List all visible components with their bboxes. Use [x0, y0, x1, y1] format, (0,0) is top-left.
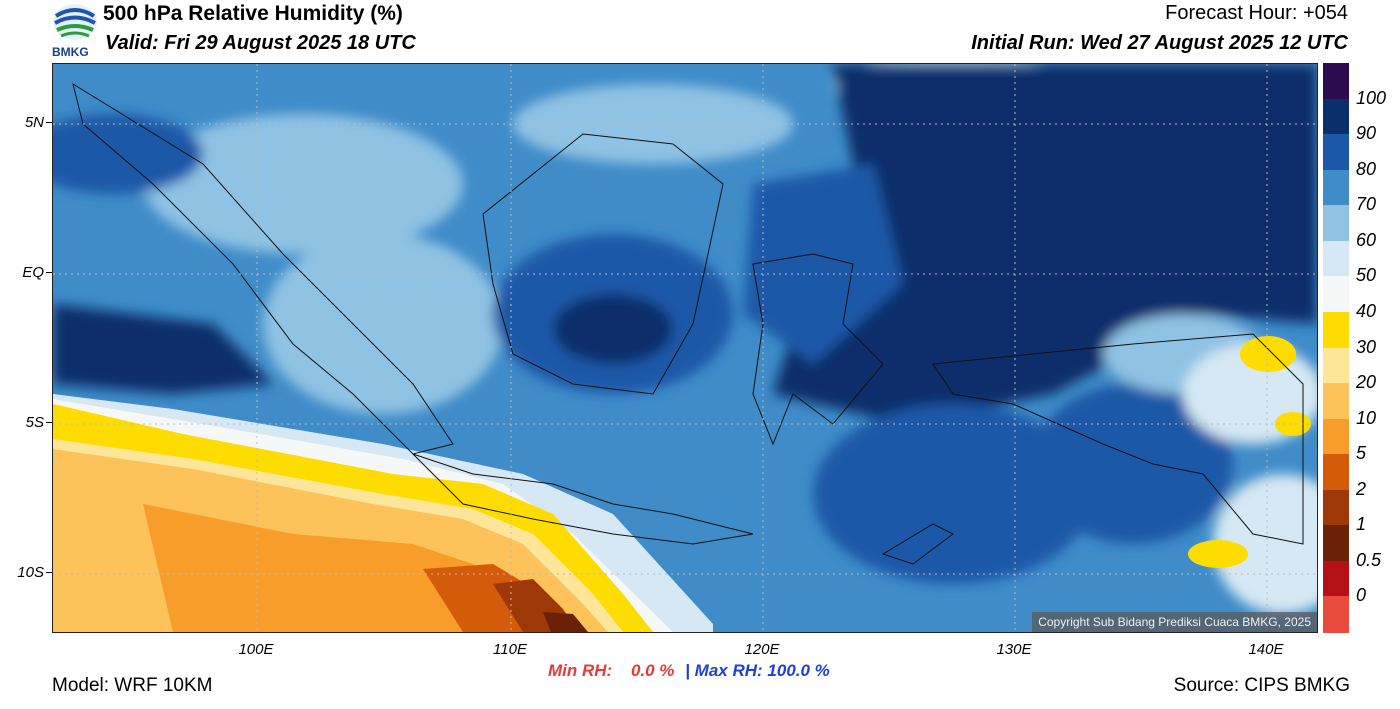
colorbar-label: 5: [1356, 443, 1367, 464]
max-rh-value: 100.0 %: [767, 661, 830, 680]
colorbar-swatch: [1323, 560, 1349, 597]
lon-label-130e: 130E: [996, 641, 1032, 658]
bmkg-logo: [53, 4, 97, 40]
colorbar-swatch: [1323, 240, 1349, 277]
min-rh-value: 0.0 %: [630, 661, 675, 680]
min-rh-label: Min RH:: [548, 661, 613, 680]
colorbar-label: 1: [1356, 514, 1367, 535]
colorbar-swatch: [1323, 311, 1349, 348]
colorbar-swatch: [1323, 276, 1349, 313]
colorbar-label: 70: [1356, 194, 1377, 215]
lat-tick: [46, 272, 52, 273]
colorbar-swatch: [1323, 169, 1349, 206]
colorbar: [1323, 63, 1349, 633]
forecast-hour: Forecast Hour: +054: [1165, 2, 1348, 24]
lon-label-140e: 140E: [1248, 641, 1284, 658]
valid-time: Valid: Fri 29 August 2025 18 UTC: [105, 32, 416, 54]
logo-text: BMKG: [52, 45, 89, 59]
lat-label-eq: EQ: [22, 264, 44, 281]
colorbar-swatch: [1323, 98, 1349, 135]
colorbar-label: 2: [1356, 478, 1367, 499]
colorbar-swatch: [1323, 134, 1349, 171]
humidity-map: Copyright Sub Bidang Prediksi Cuaca BMKG…: [52, 63, 1318, 633]
colorbar-swatch: [1323, 418, 1349, 455]
min-max-rh: Min RH: 0.0 % | Max RH: 100.0 %: [548, 661, 830, 681]
colorbar-swatch: [1323, 596, 1349, 633]
colorbar-swatch: [1323, 205, 1349, 242]
rh-separator: |: [685, 661, 690, 680]
colorbar-swatch: [1323, 454, 1349, 491]
lon-label-110e: 110E: [493, 641, 527, 658]
colorbar-label: 30: [1356, 336, 1377, 357]
colorbar-label: 20: [1356, 372, 1377, 393]
colorbar-label: 100: [1356, 87, 1387, 108]
lat-tick: [46, 122, 52, 123]
lon-label-120e: 120E: [744, 641, 780, 658]
colorbar-swatch: [1323, 383, 1349, 420]
colorbar-label: 40: [1356, 300, 1377, 321]
lat-label-5n: 5N: [24, 114, 44, 131]
max-rh-label: Max RH:: [694, 661, 763, 680]
lat-label-5s: 5S: [25, 414, 44, 431]
lat-tick: [46, 572, 52, 573]
colorbar-label: 60: [1356, 229, 1377, 250]
colorbar-label: 80: [1356, 158, 1377, 179]
colorbar-swatch: [1323, 63, 1349, 100]
humidity-field: [53, 64, 1317, 632]
colorbar-label: 10: [1356, 407, 1377, 428]
lat-tick: [46, 422, 52, 423]
chart-title: 500 hPa Relative Humidity (%): [103, 2, 403, 25]
colorbar-swatch: [1323, 489, 1349, 526]
copyright-notice: Copyright Sub Bidang Prediksi Cuaca BMKG…: [1032, 612, 1317, 632]
initial-run: Initial Run: Wed 27 August 2025 12 UTC: [971, 32, 1348, 54]
lon-label-100e: 100E: [238, 641, 274, 658]
colorbar-label: 0: [1356, 585, 1367, 606]
colorbar-label: 50: [1356, 265, 1377, 286]
colorbar-swatch: [1323, 347, 1349, 384]
model-label: Model: WRF 10KM: [52, 675, 213, 696]
colorbar-label: 0.5: [1356, 549, 1382, 570]
lat-label-10s: 10S: [17, 564, 44, 581]
colorbar-swatch: [1323, 525, 1349, 562]
colorbar-label: 90: [1356, 123, 1377, 144]
source-label: Source: CIPS BMKG: [1173, 675, 1350, 696]
